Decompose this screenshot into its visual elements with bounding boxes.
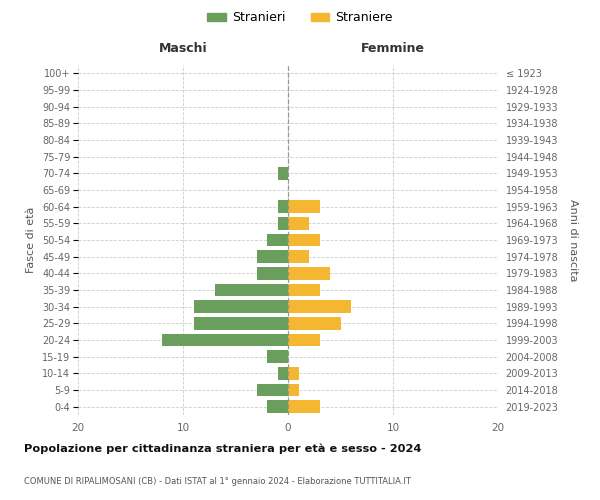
Legend: Stranieri, Straniere: Stranieri, Straniere (202, 6, 398, 29)
Bar (162, 334, 288, 346)
Bar (288, 267, 330, 280)
Bar (288, 250, 309, 263)
Text: Femmine: Femmine (361, 42, 425, 55)
Bar (277, 167, 288, 179)
Bar (288, 300, 351, 313)
Bar (215, 284, 288, 296)
Y-axis label: Fasce di età: Fasce di età (26, 207, 37, 273)
Bar (288, 317, 341, 330)
Bar (288, 400, 320, 413)
Bar (267, 400, 288, 413)
Bar (288, 334, 320, 346)
Bar (288, 284, 320, 296)
Text: Maschi: Maschi (158, 42, 208, 55)
Bar (257, 384, 288, 396)
Bar (193, 300, 288, 313)
Bar (288, 217, 309, 230)
Bar (288, 367, 299, 380)
Bar (257, 267, 288, 280)
Bar (267, 350, 288, 363)
Y-axis label: Anni di nascita: Anni di nascita (568, 198, 578, 281)
Bar (277, 367, 288, 380)
Bar (257, 250, 288, 263)
Bar (193, 317, 288, 330)
Bar (288, 200, 320, 213)
Bar (288, 234, 320, 246)
Bar (277, 200, 288, 213)
Bar (277, 217, 288, 230)
Text: COMUNE DI RIPALIMOSANI (CB) - Dati ISTAT al 1° gennaio 2024 - Elaborazione TUTTI: COMUNE DI RIPALIMOSANI (CB) - Dati ISTAT… (24, 477, 411, 486)
Text: Popolazione per cittadinanza straniera per età e sesso - 2024: Popolazione per cittadinanza straniera p… (24, 444, 421, 454)
Bar (267, 234, 288, 246)
Bar (288, 384, 299, 396)
